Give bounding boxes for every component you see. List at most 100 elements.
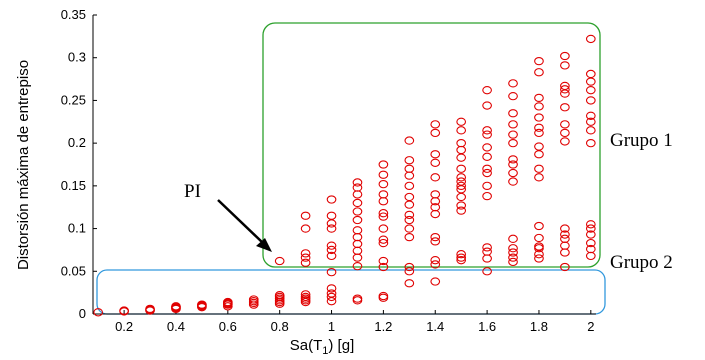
data-point	[585, 224, 596, 233]
data-point	[456, 256, 467, 265]
data-point	[560, 241, 570, 250]
data-point	[326, 195, 337, 204]
data-point	[482, 101, 492, 110]
x-axis-label: Sa(T1) [g]	[290, 337, 354, 357]
data-point	[585, 117, 596, 126]
data-point	[456, 201, 467, 210]
data-point	[560, 103, 570, 112]
group-2-box	[96, 269, 606, 315]
data-point	[560, 128, 570, 138]
data-point	[352, 190, 363, 199]
data-point	[378, 160, 389, 169]
data-point	[300, 211, 311, 220]
data-point	[326, 289, 337, 298]
data-point	[534, 254, 544, 263]
x-tick-label: 1.6	[478, 319, 496, 334]
data-point	[456, 138, 467, 148]
data-point	[430, 232, 441, 242]
x-tick-label: 1.2	[374, 319, 392, 334]
data-point	[378, 224, 389, 233]
data-point	[585, 238, 596, 248]
data-point	[404, 279, 415, 288]
data-point	[456, 177, 467, 186]
data-point	[456, 253, 467, 262]
data-point	[534, 150, 544, 159]
data-point	[456, 153, 467, 162]
data-point	[482, 86, 492, 95]
data-point	[326, 292, 337, 302]
data-point	[378, 190, 389, 199]
data-point	[274, 256, 285, 266]
data-point	[585, 126, 596, 135]
data-point	[508, 130, 518, 139]
x-tick-label: 2	[587, 319, 594, 334]
data-point	[93, 308, 104, 317]
data-point	[248, 295, 259, 304]
data-point	[352, 262, 363, 271]
data-point	[585, 34, 596, 44]
data-point	[508, 92, 518, 101]
data-point	[404, 136, 415, 145]
data-point	[508, 160, 518, 169]
data-point	[482, 181, 492, 191]
data-point	[430, 190, 441, 199]
data-point	[508, 168, 518, 178]
y-tick-label: 0.35	[61, 7, 86, 22]
data-point	[197, 300, 207, 309]
x-ticks: 0.2 0.4 0.6 0.8 1 1.2 1.4 1.6 1.8 2	[115, 310, 594, 334]
data-point	[482, 247, 492, 256]
pi-arrow-line	[217, 199, 264, 244]
data-point	[430, 158, 441, 167]
y-axis-label: Distorsión máxima de entrepiso	[15, 60, 32, 270]
data-point	[534, 123, 544, 132]
data-point	[534, 173, 544, 182]
data-point	[404, 224, 415, 233]
pi-label: PI	[184, 181, 201, 202]
data-point	[508, 244, 518, 253]
x-tick-label: 0.4	[167, 319, 185, 334]
data-point	[560, 89, 570, 98]
data-point	[326, 267, 337, 277]
data-point	[404, 200, 415, 209]
data-point	[508, 120, 518, 129]
data-point	[222, 297, 233, 307]
data-point	[585, 86, 596, 95]
data-point	[430, 256, 441, 265]
data-point	[456, 145, 467, 155]
data-point	[352, 246, 363, 255]
y-tick-label: 0.3	[68, 50, 86, 65]
data-point	[482, 243, 492, 252]
data-point	[404, 192, 415, 202]
data-point	[456, 117, 467, 126]
data-point	[430, 173, 441, 182]
data-point	[534, 68, 544, 77]
data-point	[326, 284, 337, 293]
data-point	[560, 51, 570, 61]
data-point	[326, 241, 337, 250]
data-point	[326, 211, 337, 220]
data-point	[534, 56, 544, 66]
data-point	[482, 254, 492, 263]
data-point	[456, 164, 467, 173]
data-point	[560, 120, 570, 129]
x-tick-label: 1.8	[530, 319, 548, 334]
data-point	[560, 61, 570, 70]
pi-arrow-head	[256, 238, 272, 252]
x-tick-label: 0.8	[271, 319, 289, 334]
data-point	[404, 156, 415, 165]
data-point	[508, 257, 518, 267]
x-tick-label: 1	[328, 319, 335, 334]
data-point	[560, 224, 570, 233]
data-point	[352, 215, 363, 225]
data-point	[508, 177, 518, 186]
data-point	[534, 233, 544, 243]
data-point	[404, 210, 415, 220]
data-point	[326, 219, 337, 228]
y-tick-label: 0.2	[68, 135, 86, 150]
x-tick-label: 0.2	[115, 319, 133, 334]
data-point	[378, 262, 389, 272]
group-2-label: Grupo 2	[610, 252, 673, 273]
data-point	[352, 294, 363, 303]
data-point	[585, 251, 596, 261]
